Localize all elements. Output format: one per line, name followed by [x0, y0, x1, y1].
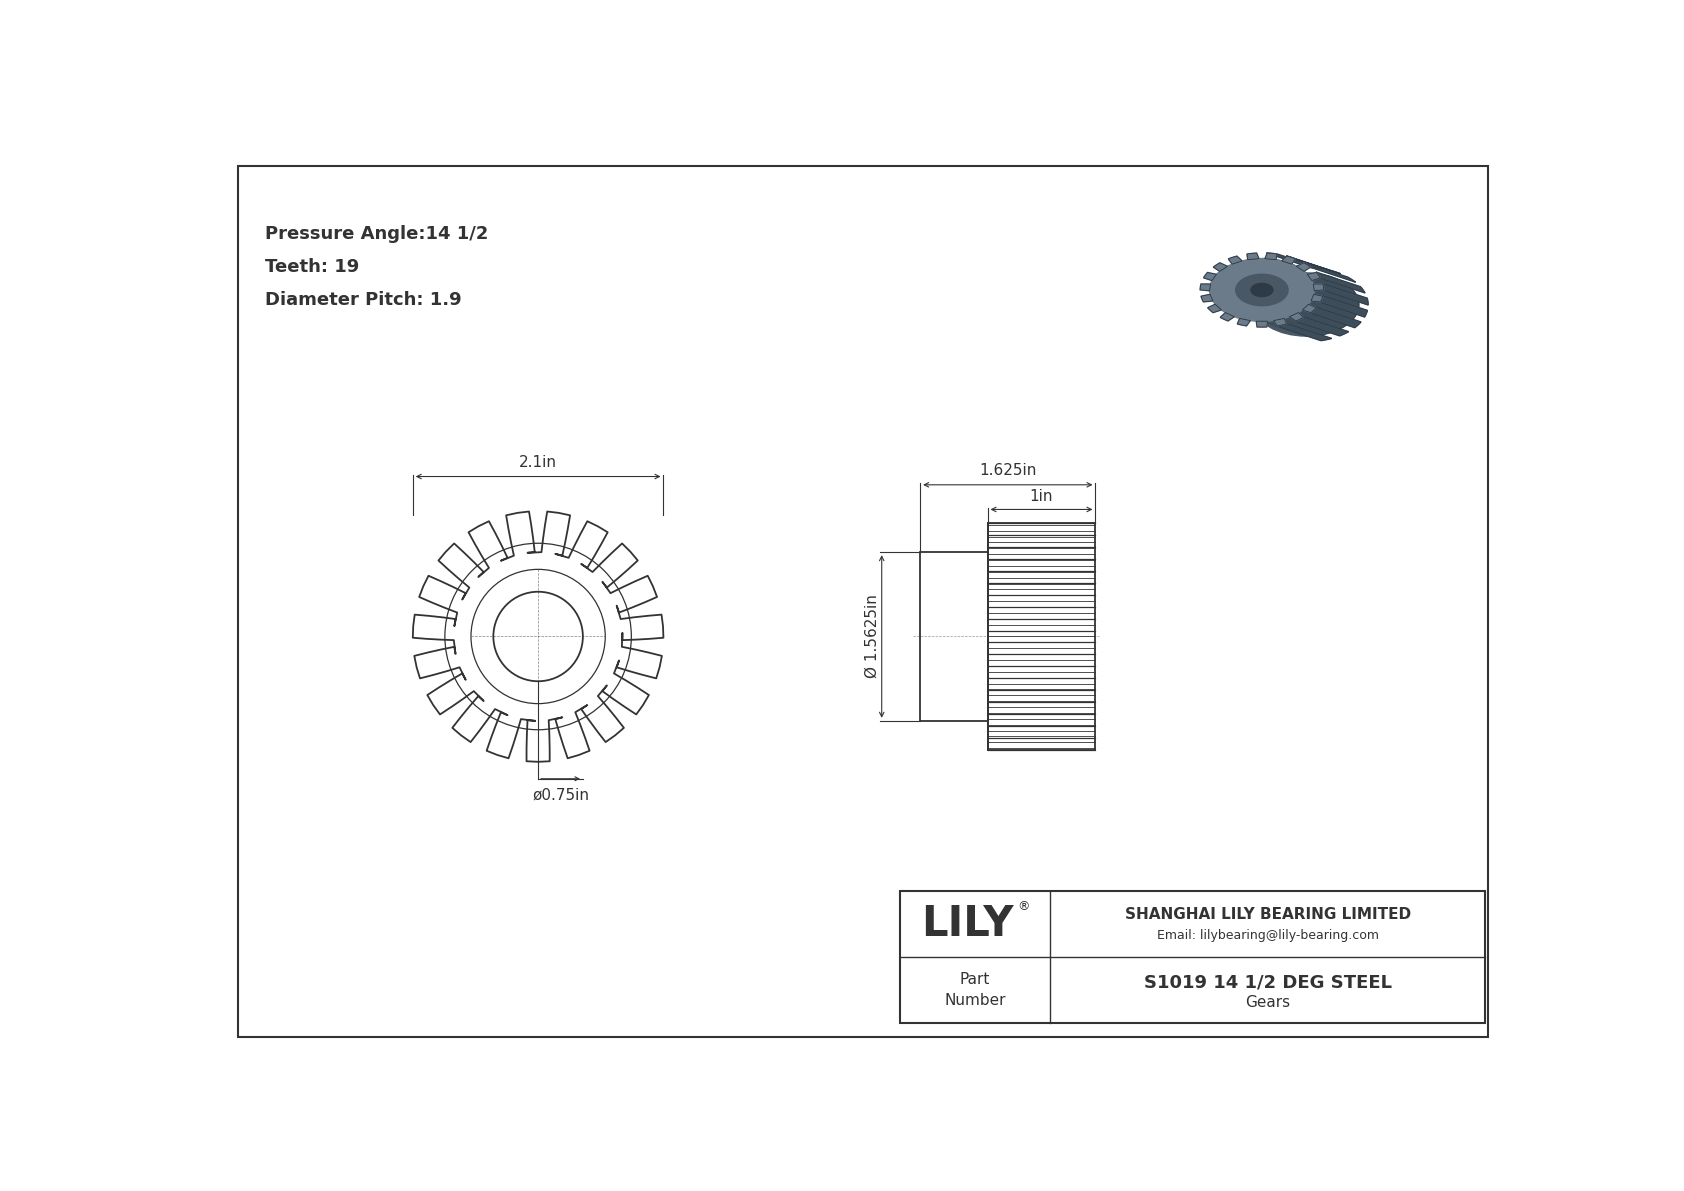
Polygon shape: [1228, 256, 1243, 264]
Polygon shape: [1204, 273, 1216, 281]
Text: 1.625in: 1.625in: [978, 463, 1036, 478]
Text: ø0.75in: ø0.75in: [532, 788, 589, 803]
Text: Pressure Angle:14 1/2: Pressure Angle:14 1/2: [264, 225, 488, 243]
Polygon shape: [1282, 256, 1295, 264]
Polygon shape: [1261, 258, 1359, 336]
Polygon shape: [1273, 318, 1287, 326]
Polygon shape: [1287, 256, 1340, 274]
Polygon shape: [1238, 318, 1251, 326]
Text: Email: lilybearing@lily-bearing.com: Email: lilybearing@lily-bearing.com: [1157, 929, 1379, 942]
Text: S1019 14 1/2 DEG STEEL: S1019 14 1/2 DEG STEEL: [1143, 973, 1391, 991]
Polygon shape: [1303, 262, 1356, 282]
Polygon shape: [1310, 294, 1324, 301]
Ellipse shape: [1255, 273, 1359, 336]
Ellipse shape: [1236, 274, 1288, 306]
Polygon shape: [1310, 307, 1361, 328]
Polygon shape: [1315, 272, 1366, 293]
Polygon shape: [1302, 304, 1317, 313]
Polygon shape: [1212, 263, 1228, 272]
Ellipse shape: [1251, 283, 1273, 297]
Text: LILY: LILY: [921, 903, 1014, 944]
Polygon shape: [1290, 312, 1303, 320]
Text: Part
Number: Part Number: [945, 972, 1005, 1008]
Text: Teeth: 19: Teeth: 19: [264, 257, 359, 275]
Text: Ø 1.5625in: Ø 1.5625in: [866, 594, 881, 679]
Text: ®: ®: [1017, 900, 1031, 913]
Text: Gears: Gears: [1244, 994, 1290, 1010]
Text: Diameter Pitch: 1.9: Diameter Pitch: 1.9: [264, 291, 461, 308]
Polygon shape: [1320, 295, 1367, 317]
Ellipse shape: [1209, 258, 1314, 322]
Polygon shape: [1265, 252, 1276, 260]
Text: 1in: 1in: [1029, 490, 1052, 504]
Polygon shape: [1201, 283, 1211, 291]
Polygon shape: [1307, 273, 1320, 281]
Bar: [987, 523, 1095, 749]
Polygon shape: [1246, 252, 1260, 260]
Polygon shape: [1314, 283, 1324, 291]
Polygon shape: [1276, 324, 1332, 341]
Text: SHANGHAI LILY BEARING LIMITED: SHANGHAI LILY BEARING LIMITED: [1125, 908, 1411, 922]
Polygon shape: [1266, 252, 1322, 269]
Bar: [919, 553, 987, 721]
Polygon shape: [1221, 312, 1234, 320]
Polygon shape: [1256, 322, 1268, 328]
Polygon shape: [1201, 294, 1212, 301]
Text: 2.1in: 2.1in: [519, 455, 557, 469]
Polygon shape: [1297, 263, 1310, 272]
Polygon shape: [1322, 283, 1367, 305]
Polygon shape: [1207, 304, 1221, 313]
Polygon shape: [1295, 317, 1349, 336]
Bar: [899, 891, 1485, 1023]
